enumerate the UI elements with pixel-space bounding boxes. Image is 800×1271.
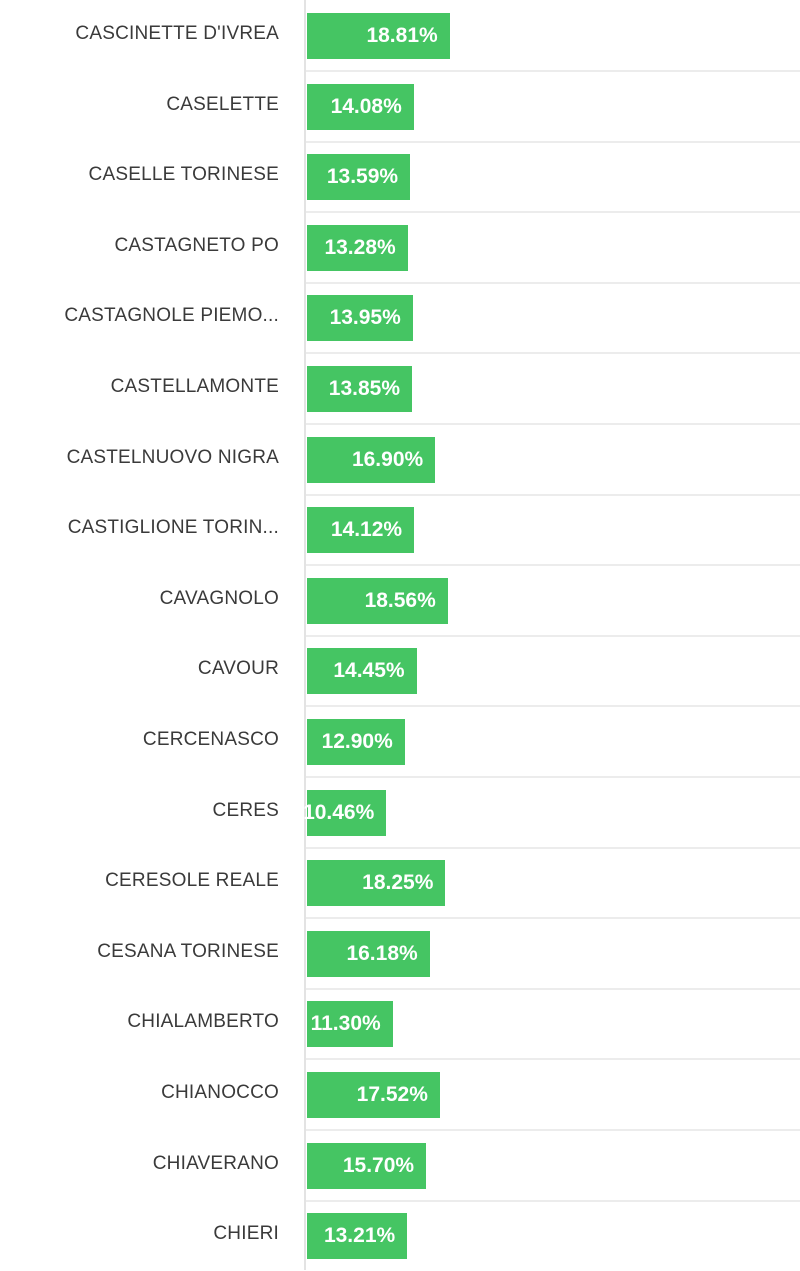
category-label: CASTIGLIONE TORIN... (67, 517, 279, 539)
bar-value-label: 18.81% (366, 24, 438, 47)
bar-row: CASTELNUOVO NIGRA 16.90% (0, 424, 800, 496)
bar-value-label: 16.90% (351, 447, 424, 471)
bar: 18.56% (307, 577, 448, 624)
bar: 13.59% (307, 154, 411, 201)
bar-value-label: 18.56% (364, 588, 436, 612)
bar-value-label: 16.18% (346, 941, 418, 965)
bar-row: CERESOLE REALE 18.25% (0, 847, 800, 920)
category-label: CHIALAMBERTO (127, 1011, 279, 1033)
bar: 15.70% (307, 1142, 427, 1189)
bar: 17.52% (307, 1071, 440, 1118)
bar: 14.45% (307, 648, 417, 695)
row-separator (306, 352, 800, 355)
bar-row: CHIANOCCO 17.52% (0, 1059, 800, 1131)
bar-value-label: 13.28% (324, 235, 396, 259)
bar-row: CAVOUR 14.45% (0, 635, 800, 708)
bar-value-label: 14.12% (330, 518, 403, 542)
bar: 13.28% (307, 224, 408, 271)
row-separator (306, 422, 800, 425)
bar: 13.85% (307, 365, 412, 412)
bar-value-label: 18.25% (362, 871, 434, 895)
row-separator (306, 634, 800, 637)
row-separator (306, 775, 800, 778)
row-separator (306, 846, 800, 849)
bar: 11.30% (307, 1001, 393, 1048)
bar-value-label: 12.90% (321, 729, 393, 753)
category-label: CASCINETTE D'IVREA (75, 23, 279, 44)
bar-value-label: 14.08% (330, 94, 402, 118)
bar-row: CASTELLAMONTE 13.85% (0, 353, 800, 425)
bar-row: CASTIGLIONE TORIN... 14.12% (0, 494, 800, 567)
bar-row: CESANA TORINESE 16.18% (0, 918, 800, 990)
row-separator (306, 140, 800, 143)
category-label: CASELLE TORINESE (88, 164, 279, 186)
row-separator (306, 493, 800, 496)
bar-value-label: 10.46% (303, 800, 375, 824)
row-separator (306, 1058, 800, 1061)
category-label: CASTELNUOVO NIGRA (66, 446, 279, 468)
bar: 16.18% (307, 930, 430, 977)
category-label: CASTAGNOLE PIEMO... (64, 305, 279, 327)
category-label: CERESOLE REALE (105, 870, 279, 892)
bar-row: CASELETTE 14.08% (0, 71, 800, 143)
row-separator (306, 1199, 800, 1202)
row-separator (306, 1128, 800, 1131)
bar: 12.90% (307, 718, 405, 765)
bar: 14.08% (307, 83, 414, 130)
row-separator (306, 987, 800, 990)
bar-value-label: 13.85% (328, 376, 400, 400)
category-label: CESANA TORINESE (97, 940, 279, 962)
category-label: CASTELLAMONTE (110, 375, 279, 397)
bar-row: CASCINETTE D'IVREA 18.81% (0, 0, 800, 72)
bar-value-label: 15.70% (342, 1153, 415, 1177)
category-label: CAVOUR (197, 658, 279, 680)
row-separator (306, 211, 800, 214)
bar-value-label: 13.95% (329, 306, 401, 330)
row-separator (306, 70, 800, 72)
bar-value-label: 17.52% (356, 1082, 428, 1106)
bar: 14.12% (307, 507, 415, 554)
row-separator (306, 281, 800, 284)
bar-row: CAVAGNOLO 18.56% (0, 565, 800, 637)
category-label: CERCENASCO (142, 728, 279, 750)
category-label: CASELETTE (166, 93, 279, 115)
category-label: CAVAGNOLO (159, 587, 279, 609)
category-label: CERES (212, 799, 279, 821)
bar-row: CERCENASCO 12.90% (0, 706, 800, 778)
bar: 18.25% (307, 860, 446, 907)
bar: 10.46% (303, 789, 387, 836)
bar-value-label: 11.30% (310, 1012, 381, 1036)
category-label: CASTAGNETO PO (114, 234, 279, 256)
category-label: CHIERI (213, 1223, 279, 1245)
row-separator (306, 705, 800, 708)
bar: 18.81% (307, 13, 450, 59)
bar-value-label: 13.21% (323, 1224, 396, 1248)
row-separator (306, 564, 800, 567)
bar-row: CASTAGNOLE PIEMO... 13.95% (0, 282, 800, 355)
bar-row: CHIAVERANO 15.70% (0, 1130, 800, 1202)
category-axis-line (304, 0, 306, 1270)
category-label: CHIANOCCO (161, 1081, 279, 1103)
bar-value-label: 14.45% (333, 659, 405, 683)
category-label: CHIAVERANO (152, 1152, 279, 1174)
row-separator (306, 917, 800, 920)
bar: 13.95% (307, 295, 413, 342)
bar-row: CASTAGNETO PO 13.28% (0, 212, 800, 284)
bar-row: CHIALAMBERTO 11.30% (0, 988, 800, 1061)
bar: 13.21% (307, 1213, 408, 1260)
bar-row: CASELLE TORINESE 13.59% (0, 141, 800, 214)
bar-row: CERES 10.46% (0, 777, 800, 849)
bar: 16.90% (307, 436, 436, 483)
bar-value-label: 13.59% (326, 165, 399, 189)
bar-row: CHIERI 13.21% (0, 1200, 800, 1271)
